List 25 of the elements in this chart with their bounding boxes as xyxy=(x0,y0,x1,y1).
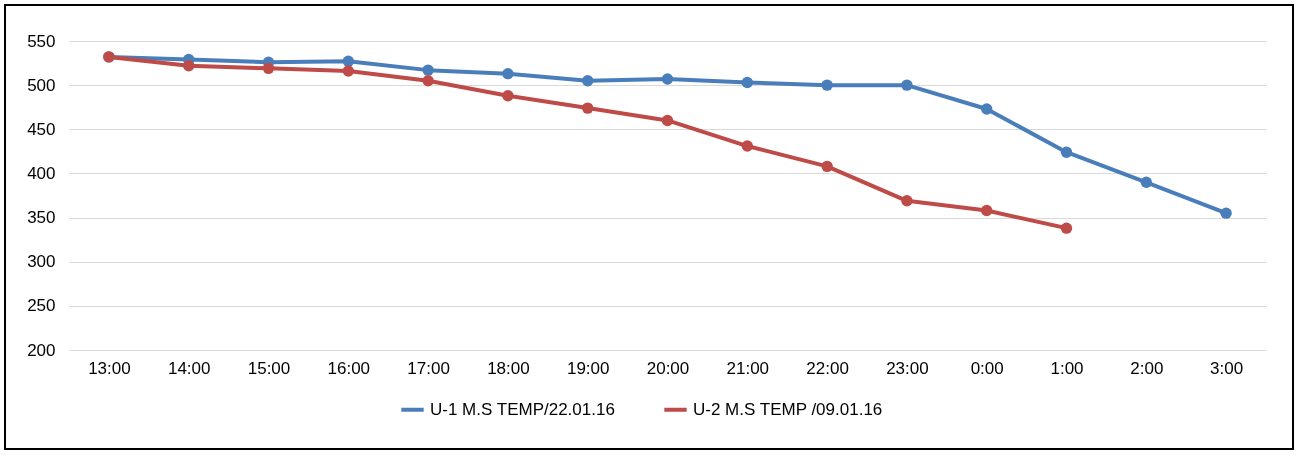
y-tick-label: 500 xyxy=(27,75,56,95)
y-tick-label: 300 xyxy=(27,252,56,272)
x-tick-label: 0:00 xyxy=(970,358,1004,378)
legend-label: U-1 M.S TEMP/22.01.16 xyxy=(430,399,615,419)
x-tick-label: 1:00 xyxy=(1050,358,1084,378)
x-tick-label: 19:00 xyxy=(566,358,610,378)
x-tick-label: 18:00 xyxy=(487,358,530,378)
y-tick-label: 550 xyxy=(27,31,56,51)
x-tick-label: 21:00 xyxy=(726,358,770,378)
x-tick-label: 22:00 xyxy=(806,358,849,378)
y-tick-label: 200 xyxy=(27,340,56,360)
y-tick-label: 450 xyxy=(27,119,56,139)
x-tick-label: 17:00 xyxy=(407,358,450,378)
y-tick-label: 350 xyxy=(27,208,56,228)
x-tick-label: 13:00 xyxy=(88,358,131,378)
y-tick-label: 400 xyxy=(27,163,56,183)
x-tick-label: 14:00 xyxy=(167,358,211,378)
x-tick-label: 2:00 xyxy=(1130,358,1164,378)
x-tick-label: 15:00 xyxy=(247,358,291,378)
x-tick-label: 23:00 xyxy=(886,358,929,378)
x-tick-label: 3:00 xyxy=(1210,358,1244,378)
legend-label: U-2 M.S TEMP /09.01.16 xyxy=(693,399,883,419)
x-tick-label: 16:00 xyxy=(327,358,371,378)
y-tick-label: 250 xyxy=(27,296,56,316)
x-tick-label: 20:00 xyxy=(646,358,690,378)
